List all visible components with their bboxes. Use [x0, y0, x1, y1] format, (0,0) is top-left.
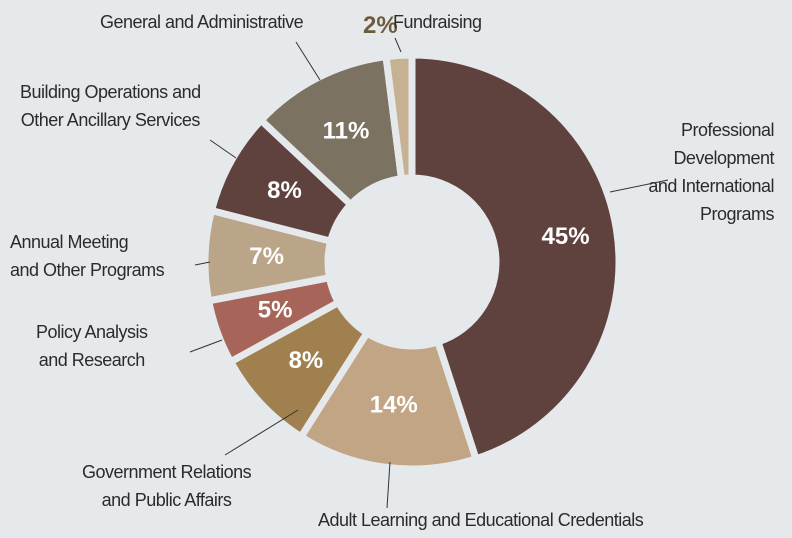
value-label: 5% — [258, 297, 293, 324]
leader-line — [194, 261, 211, 266]
leader-line — [189, 339, 223, 353]
slice-label: Annual Meeting and Other Programs — [10, 232, 165, 280]
value-label: 11% — [323, 118, 370, 145]
value-label: 8% — [289, 347, 324, 374]
slice-label: Professional Development and Internation… — [648, 120, 774, 224]
leader-line — [394, 37, 402, 53]
value-label: 2% — [363, 12, 398, 39]
slice-label: Fundraising — [393, 12, 482, 32]
slice-label: Government Relations and Public Affairs — [82, 462, 252, 510]
slice — [408, 51, 623, 464]
leader-line — [295, 41, 321, 81]
slice-label: Building Operations and Other Ancillary … — [20, 82, 201, 130]
value-label: 8% — [267, 177, 302, 204]
value-label: 7% — [249, 243, 284, 270]
value-label: 45% — [542, 223, 590, 250]
slice — [296, 328, 481, 473]
value-label: 14% — [370, 392, 418, 419]
leader-lines — [189, 37, 669, 509]
leader-line — [209, 139, 237, 159]
slice-label: General and Administrative — [100, 12, 304, 32]
leader-line — [224, 409, 299, 456]
slice — [382, 51, 416, 183]
leader-line — [386, 461, 391, 509]
slice-label: Adult Learning and Educational Credentia… — [318, 510, 644, 530]
leader-line — [609, 179, 669, 193]
slice-label: Policy Analysis and Research — [36, 322, 148, 370]
